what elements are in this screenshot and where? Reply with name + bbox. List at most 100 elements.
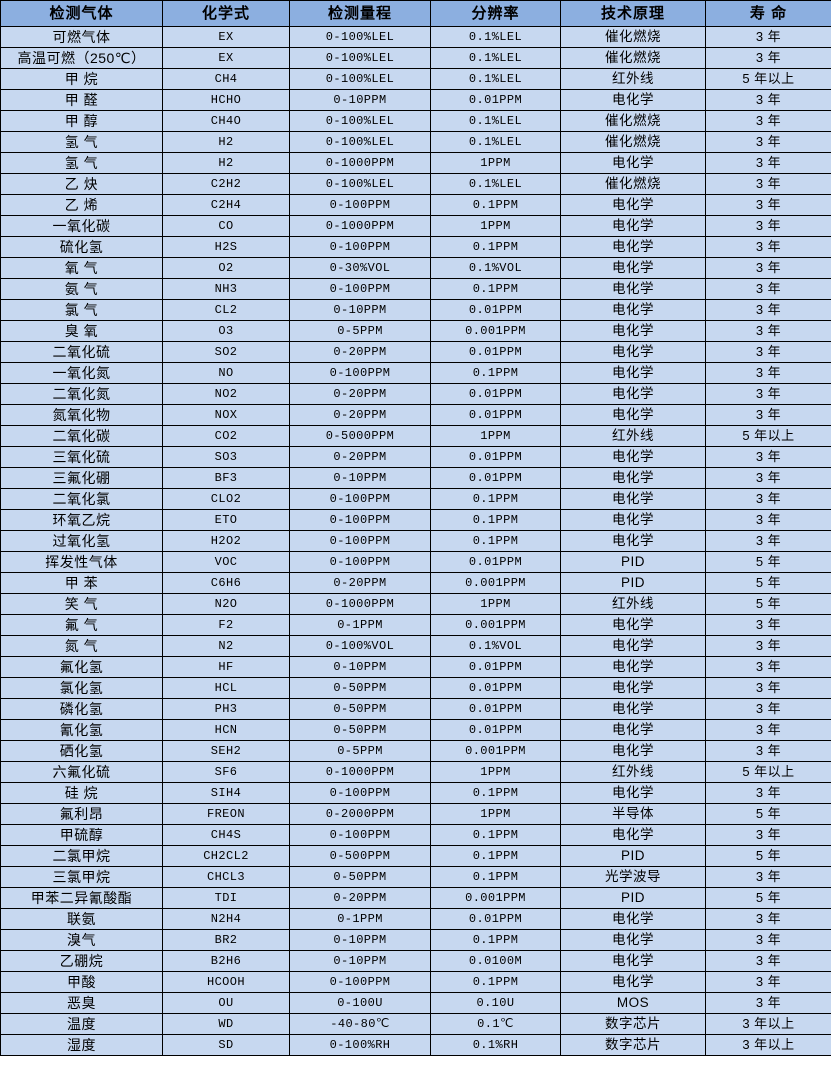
- cell-resolution: 0.1PPM: [430, 194, 561, 216]
- cell-gas-name: 高温可燃（250℃）: [0, 47, 163, 69]
- cell-lifespan: 5 年: [705, 845, 831, 867]
- table-row: 一氧化氮 NO 0-100PPM 0.1PPM 电化学 3 年: [0, 362, 831, 384]
- cell-resolution: 0.01PPM: [430, 446, 561, 468]
- cell-chemical-formula: OU: [162, 992, 290, 1014]
- table-row: 氮 气 N2 0-100%VOL 0.1%VOL 电化学 3 年: [0, 635, 831, 657]
- cell-resolution: 1PPM: [430, 593, 561, 615]
- cell-chemical-formula: EX: [162, 26, 290, 48]
- cell-lifespan: 3 年: [705, 173, 831, 195]
- cell-chemical-formula: SD: [162, 1034, 290, 1056]
- cell-lifespan: 3 年: [705, 488, 831, 510]
- cell-gas-name: 氮氧化物: [0, 404, 163, 426]
- cell-technology-principle: 催化燃烧: [560, 131, 706, 153]
- cell-chemical-formula: SO3: [162, 446, 290, 468]
- table-row: 挥发性气体 VOC 0-100PPM 0.01PPM PID 5 年: [0, 551, 831, 573]
- cell-lifespan: 3 年: [705, 635, 831, 657]
- table-row: 硅 烷 SIH4 0-100PPM 0.1PPM 电化学 3 年: [0, 782, 831, 804]
- cell-technology-principle: 电化学: [560, 299, 706, 321]
- cell-technology-principle: 光学波导: [560, 866, 706, 888]
- cell-chemical-formula: H2: [162, 152, 290, 174]
- cell-chemical-formula: CH4: [162, 68, 290, 90]
- cell-lifespan: 5 年: [705, 887, 831, 909]
- table-row: 氯 气 CL2 0-10PPM 0.01PPM 电化学 3 年: [0, 299, 831, 321]
- cell-lifespan: 3 年以上: [705, 1013, 831, 1035]
- column-header-resolution: 分辨率: [430, 0, 561, 27]
- cell-gas-name: 联氨: [0, 908, 163, 930]
- cell-detection-range: 0-1000PPM: [289, 593, 431, 615]
- cell-resolution: 0.001PPM: [430, 572, 561, 594]
- cell-lifespan: 3 年: [705, 950, 831, 972]
- table-row: 氧 气 O2 0-30%VOL 0.1%VOL 电化学 3 年: [0, 257, 831, 279]
- cell-gas-name: 甲 烷: [0, 68, 163, 90]
- table-row: 硫化氢 H2S 0-100PPM 0.1PPM 电化学 3 年: [0, 236, 831, 258]
- cell-lifespan: 5 年: [705, 593, 831, 615]
- table-row: 甲 醇 CH4O 0-100%LEL 0.1%LEL 催化燃烧 3 年: [0, 110, 831, 132]
- cell-chemical-formula: C2H4: [162, 194, 290, 216]
- cell-resolution: 0.01PPM: [430, 383, 561, 405]
- cell-chemical-formula: SF6: [162, 761, 290, 783]
- cell-lifespan: 3 年: [705, 929, 831, 951]
- cell-lifespan: 3 年: [705, 89, 831, 111]
- cell-gas-name: 六氟化硫: [0, 761, 163, 783]
- table-row: 甲酸 HCOOH 0-100PPM 0.1PPM 电化学 3 年: [0, 971, 831, 993]
- cell-resolution: 0.1%LEL: [430, 131, 561, 153]
- cell-resolution: 0.01PPM: [430, 656, 561, 678]
- cell-resolution: 0.001PPM: [430, 887, 561, 909]
- cell-technology-principle: 催化燃烧: [560, 26, 706, 48]
- cell-resolution: 0.1PPM: [430, 929, 561, 951]
- column-header-gas-name: 检测气体: [0, 0, 163, 27]
- cell-gas-name: 温度: [0, 1013, 163, 1035]
- cell-chemical-formula: C6H6: [162, 572, 290, 594]
- column-header-lifespan: 寿 命: [705, 0, 831, 27]
- table-row: 一氧化碳 CO 0-1000PPM 1PPM 电化学 3 年: [0, 215, 831, 237]
- cell-detection-range: 0-20PPM: [289, 341, 431, 363]
- cell-technology-principle: 电化学: [560, 467, 706, 489]
- cell-technology-principle: 电化学: [560, 740, 706, 762]
- cell-lifespan: 5 年以上: [705, 761, 831, 783]
- cell-technology-principle: 电化学: [560, 530, 706, 552]
- cell-resolution: 0.1PPM: [430, 530, 561, 552]
- cell-gas-name: 氟利昂: [0, 803, 163, 825]
- cell-gas-name: 过氧化氢: [0, 530, 163, 552]
- cell-chemical-formula: SO2: [162, 341, 290, 363]
- cell-lifespan: 5 年: [705, 803, 831, 825]
- cell-gas-name: 氰化氢: [0, 719, 163, 741]
- cell-technology-principle: 电化学: [560, 782, 706, 804]
- table-row: 六氟化硫 SF6 0-1000PPM 1PPM 红外线 5 年以上: [0, 761, 831, 783]
- cell-resolution: 1PPM: [430, 215, 561, 237]
- cell-chemical-formula: HCN: [162, 719, 290, 741]
- cell-lifespan: 3 年: [705, 26, 831, 48]
- cell-technology-principle: 半导体: [560, 803, 706, 825]
- cell-lifespan: 3 年: [705, 782, 831, 804]
- cell-chemical-formula: SEH2: [162, 740, 290, 762]
- cell-lifespan: 3 年: [705, 194, 831, 216]
- cell-lifespan: 3 年以上: [705, 1034, 831, 1056]
- cell-lifespan: 5 年: [705, 551, 831, 573]
- table-row: 甲 苯 C6H6 0-20PPM 0.001PPM PID 5 年: [0, 572, 831, 594]
- cell-gas-name: 甲 醛: [0, 89, 163, 111]
- table-row: 联氨 N2H4 0-1PPM 0.01PPM 电化学 3 年: [0, 908, 831, 930]
- cell-lifespan: 3 年: [705, 740, 831, 762]
- table-row: 二氧化氮 NO2 0-20PPM 0.01PPM 电化学 3 年: [0, 383, 831, 405]
- table-row: 过氧化氢 H2O2 0-100PPM 0.1PPM 电化学 3 年: [0, 530, 831, 552]
- cell-gas-name: 湿度: [0, 1034, 163, 1056]
- cell-resolution: 0.1PPM: [430, 824, 561, 846]
- cell-technology-principle: 电化学: [560, 929, 706, 951]
- cell-gas-name: 二氧化氮: [0, 383, 163, 405]
- table-row: 氟 气 F2 0-1PPM 0.001PPM 电化学 3 年: [0, 614, 831, 636]
- cell-chemical-formula: VOC: [162, 551, 290, 573]
- column-header-detection-range: 检测量程: [289, 0, 431, 27]
- cell-technology-principle: 电化学: [560, 341, 706, 363]
- cell-resolution: 0.0100M: [430, 950, 561, 972]
- cell-gas-name: 氢 气: [0, 131, 163, 153]
- cell-chemical-formula: B2H6: [162, 950, 290, 972]
- table-row: 二氧化硫 SO2 0-20PPM 0.01PPM 电化学 3 年: [0, 341, 831, 363]
- table-row: 乙 炔 C2H2 0-100%LEL 0.1%LEL 催化燃烧 3 年: [0, 173, 831, 195]
- cell-resolution: 0.001PPM: [430, 614, 561, 636]
- cell-detection-range: 0-100PPM: [289, 488, 431, 510]
- table-row: 三氟化硼 BF3 0-10PPM 0.01PPM 电化学 3 年: [0, 467, 831, 489]
- cell-technology-principle: 电化学: [560, 89, 706, 111]
- cell-lifespan: 3 年: [705, 341, 831, 363]
- cell-chemical-formula: SIH4: [162, 782, 290, 804]
